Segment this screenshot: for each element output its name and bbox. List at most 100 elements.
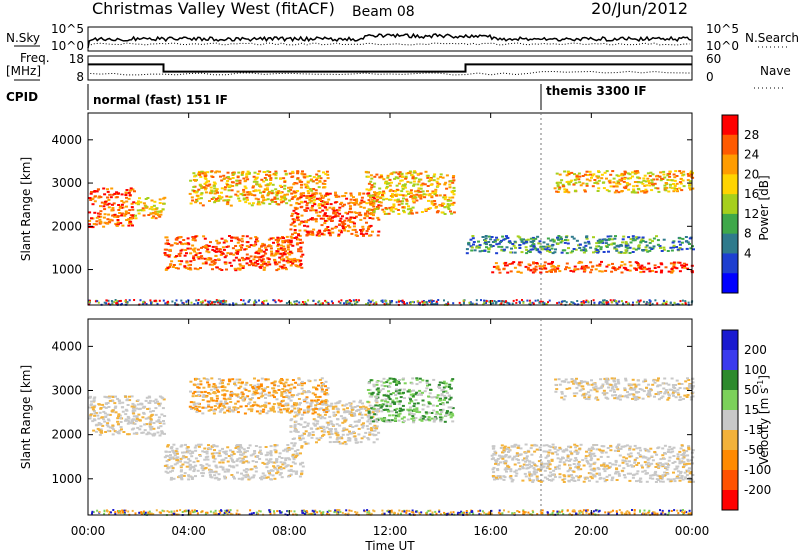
- heatmap-cell: [307, 192, 310, 194]
- heatmap-cell: [146, 408, 149, 410]
- heatmap-cell: [402, 405, 405, 407]
- heatmap-cell: [453, 211, 456, 213]
- heatmap-cell: [290, 193, 293, 195]
- heatmap-cell: [301, 414, 304, 416]
- heatmap-cell: [629, 177, 632, 179]
- heatmap-cell: [448, 184, 451, 186]
- heatmap-cell: [368, 432, 371, 434]
- heatmap-cell: [353, 199, 356, 201]
- heatmap-cell: [312, 209, 315, 211]
- heatmap-cell: [377, 393, 380, 395]
- heatmap-cell: [303, 225, 306, 227]
- heatmap-cell: [271, 199, 274, 201]
- heatmap-cell: [385, 381, 388, 383]
- heatmap-cell: [305, 235, 308, 237]
- heatmap-cell: [661, 447, 664, 449]
- heatmap-cell: [191, 478, 194, 480]
- heatmap-cell: [573, 248, 576, 250]
- heatmap-cell: [543, 450, 546, 452]
- heatmap-cell: [402, 392, 405, 394]
- heatmap-cell: [138, 197, 141, 199]
- heatmap-cell: [476, 299, 478, 301]
- heatmap-cell: [334, 202, 337, 204]
- heatmap-cell: [186, 301, 188, 303]
- heatmap-cell: [256, 177, 259, 179]
- heatmap-cell: [656, 302, 658, 304]
- heatmap-cell: [414, 196, 417, 198]
- heatmap-cell: [330, 428, 333, 430]
- heatmap-cell: [337, 434, 340, 436]
- heatmap-cell: [649, 242, 652, 244]
- heatmap-cell: [435, 303, 437, 305]
- heatmap-cell: [593, 470, 596, 472]
- heatmap-cell: [615, 250, 618, 252]
- heatmap-cell: [466, 252, 469, 254]
- heatmap-cell: [199, 455, 202, 457]
- heatmap-cell: [297, 250, 300, 252]
- heatmap-cell: [326, 209, 329, 211]
- heatmap-cell: [534, 248, 537, 250]
- heatmap-cell: [567, 247, 570, 249]
- heatmap-cell: [585, 266, 588, 268]
- heatmap-cell: [319, 437, 322, 439]
- heatmap-cell: [263, 269, 266, 271]
- heatmap-cell: [139, 425, 142, 427]
- heatmap-cell: [677, 456, 680, 458]
- heatmap-cell: [366, 401, 369, 403]
- heatmap-cell: [264, 177, 267, 179]
- heatmap-cell: [636, 457, 639, 459]
- heatmap-cell: [99, 196, 102, 198]
- heatmap-cell: [436, 397, 439, 399]
- heatmap-cell: [370, 396, 373, 398]
- heatmap-cell: [609, 235, 612, 237]
- heatmap-cell: [289, 431, 292, 433]
- heatmap-cell: [391, 401, 394, 403]
- heatmap-cell: [347, 225, 350, 227]
- heatmap-cell: [203, 187, 206, 189]
- heatmap-cell: [251, 204, 254, 206]
- heatmap-cell: [303, 177, 306, 179]
- heatmap-cell: [284, 466, 287, 468]
- heatmap-cell: [396, 301, 398, 303]
- heatmap-cell: [162, 208, 165, 210]
- heatmap-cell: [450, 387, 453, 389]
- heatmap-cell: [429, 207, 432, 209]
- heatmap-cell: [626, 247, 629, 249]
- heatmap-cell: [593, 179, 596, 181]
- heatmap-cell: [429, 392, 432, 394]
- heatmap-cell: [563, 249, 566, 251]
- heatmap-cell: [556, 173, 559, 175]
- nsky-tick-top: 10^5: [51, 22, 84, 36]
- heatmap-cell: [385, 300, 387, 302]
- heatmap-cell: [648, 268, 651, 270]
- heatmap-cell: [483, 250, 486, 252]
- heatmap-cell: [640, 300, 642, 302]
- heatmap-cell: [140, 299, 142, 301]
- heatmap-cell: [606, 170, 609, 172]
- heatmap-cell: [248, 203, 251, 205]
- heatmap-cell: [236, 251, 239, 253]
- heatmap-cell: [277, 248, 280, 250]
- heatmap-cell: [144, 429, 147, 431]
- heatmap-cell: [605, 242, 608, 244]
- heatmap-cell: [149, 421, 152, 423]
- heatmap-cell: [473, 241, 476, 243]
- heatmap-cell: [557, 457, 560, 459]
- heatmap-cell: [272, 173, 275, 175]
- heatmap-cell: [195, 457, 198, 459]
- heatmap-cell: [316, 437, 319, 439]
- heatmap-cell: [215, 255, 218, 257]
- heatmap-cell: [621, 261, 624, 263]
- heatmap-cell: [396, 185, 399, 187]
- heatmap-cell: [323, 183, 326, 185]
- heatmap-cell: [300, 250, 303, 252]
- heatmap-cell: [370, 417, 373, 419]
- heatmap-cell: [220, 180, 223, 182]
- heatmap-cell: [107, 414, 110, 416]
- heatmap-cell: [89, 397, 92, 399]
- heatmap-cell: [625, 457, 628, 459]
- date-label: 20/Jun/2012: [591, 0, 688, 18]
- heatmap-cell: [368, 195, 371, 197]
- heatmap-cell: [519, 244, 522, 246]
- heatmap-cell: [398, 183, 401, 185]
